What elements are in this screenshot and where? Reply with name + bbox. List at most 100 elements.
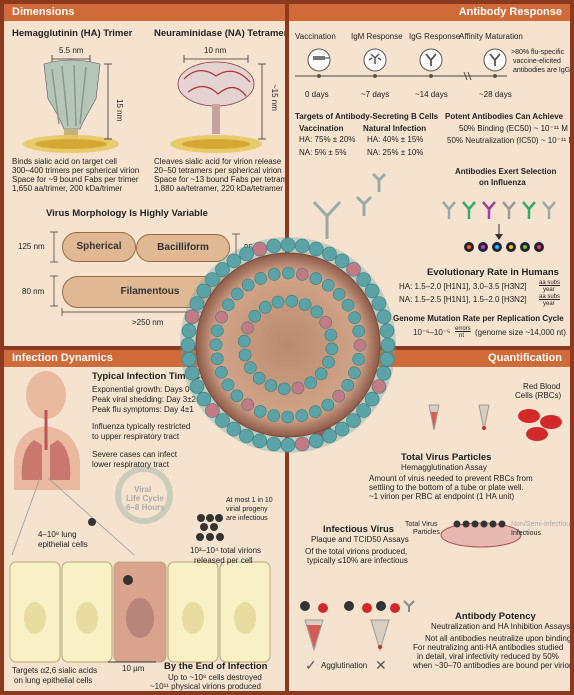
tvp-title: Total Virus Particles — [401, 452, 492, 463]
ha-trimer-icon — [23, 59, 119, 153]
ap-desc: Not all antibodies neutralize upon bindi… — [425, 634, 572, 643]
morphology-title: Virus Morphology Is Highly Variable — [46, 208, 208, 219]
variant-virions-icon — [464, 242, 544, 252]
agglutination-label: Agglutination — [321, 661, 368, 670]
igm-antibody-icon — [368, 53, 382, 64]
rbc-group-icon — [518, 409, 562, 441]
bacilliform-shape: Bacilliform — [136, 234, 230, 262]
ha-height-label: 15 nm — [115, 99, 124, 122]
evo-title: Evolutionary Rate in Humans — [427, 267, 559, 278]
ap-desc: For neutralizing anti-HA antibodies stud… — [413, 643, 564, 652]
timeline-graphic — [295, 48, 556, 252]
virions-icon — [88, 514, 224, 585]
neut-value: 50% Neutralization (IC50) ~ 10⁻¹¹ M — [447, 136, 572, 145]
protein-illustrations — [23, 55, 266, 316]
lower-tract-1: Severe cases can infect — [92, 450, 177, 459]
ha-desc-line: 1,650 aa/trimer, 200 kDa/trimer — [12, 184, 123, 193]
igg-note-3: antibodies are IgG — [513, 67, 571, 74]
released-1: 10³–10⁴ total virions — [190, 546, 262, 555]
syringe-icon — [313, 56, 329, 60]
infection-dynamics-panel: Infection Dynamics — [2, 348, 287, 693]
iv-desc: typically ≤10% are infectious — [307, 556, 408, 565]
vacc-ha: HA: 75% ± 20% — [299, 135, 356, 144]
released-2: released per cell — [194, 556, 253, 565]
dim-80: 80 nm — [22, 287, 45, 296]
vacc-na: NA: 5% ± 5% — [299, 148, 347, 157]
end-line-1: Up to ~10⁸ cells destroyed — [168, 673, 262, 682]
na-desc-line: Space for ~13 bound Fabs per tetramer — [154, 175, 287, 184]
day-7: ~7 days — [361, 90, 390, 99]
rbc-label-2: Cells (RBCs) — [515, 391, 562, 400]
aa-unit-top-2: aa subs — [539, 294, 561, 300]
check-icon: ✓ — [305, 657, 317, 673]
scale-bar: 10 µm — [122, 664, 145, 673]
dim-250: >250 nm — [132, 318, 164, 327]
end-title: By the End of Infection — [164, 661, 268, 672]
lung-cells-1: 4–10⁸ lung — [38, 530, 77, 539]
mut-title: Genome Mutation Rate per Replication Cyc… — [393, 314, 564, 323]
dimensions-panel: Dimensions Hemagglutinin (HA) Trimer Neu… — [2, 2, 287, 348]
ap-desc: in detail, viral infectivity reduced by … — [417, 652, 559, 661]
tvp-sub: Hemagglutination Assay — [401, 463, 487, 472]
infectious-label: Infectious — [511, 530, 541, 537]
binding-value: 50% Binding (EC50) ~ 10⁻¹¹ M — [459, 124, 568, 133]
dim-95: 95 nm — [244, 243, 267, 252]
igg-note-2: vaccine-elicited — [513, 58, 561, 65]
course-line: Peak viral shedding: Day 3±2 — [92, 395, 197, 404]
test-tubes-icon — [428, 404, 490, 431]
nat-ha: HA: 40% ± 15% — [367, 135, 424, 144]
ha-desc-line: Space for ~9 bound Fabs per trimer — [12, 175, 139, 184]
na-title: Neuraminidase (NA) Tetramer — [154, 28, 287, 39]
selection-title-2: on Influenza — [479, 178, 526, 187]
na-tetramer-icon — [170, 61, 262, 153]
rbc-label-1: Red Blood — [523, 382, 561, 391]
na-desc-line: 1,880 aa/tetramer, 220 kDa/tetramer — [154, 184, 283, 193]
iv-title: Infectious Virus — [323, 524, 395, 535]
vaccination-head: Vaccination — [299, 124, 344, 133]
cycle-label-2: Life Cycle — [126, 494, 164, 503]
quantification-panel: Quantification Influe — [287, 348, 572, 693]
mut-unit-top: errors — [455, 326, 471, 332]
mut-unit-bottom: nt — [459, 333, 465, 339]
lungs-icon — [21, 410, 71, 480]
potent-title: Potent Antibodies Can Achieve — [445, 112, 564, 121]
selection-title-1: Antibodies Exert Selection — [455, 167, 557, 176]
na-desc-line: Cleaves sialic acid for virion release — [154, 157, 282, 166]
timeline-igm: IgM Response — [351, 32, 403, 41]
aa-unit-bottom-1: year — [543, 287, 555, 293]
ha-desc-line: 300–400 trimers per spherical virion — [12, 166, 140, 175]
igg-note-1: >80% flu-specific — [511, 49, 565, 56]
cycle-label-1: Viral — [134, 485, 152, 494]
day-28: ~28 days — [479, 90, 512, 99]
antibody-header: Antibody Response — [289, 4, 570, 21]
evo-ha: HA: 1.5–2.0 [H1N1], 3.0–3.5 [H3N2] — [399, 282, 527, 291]
course-title: Typical Infection Time Course — [92, 371, 227, 382]
upper-tract-1: Influenza typically restricted — [92, 422, 191, 431]
dim-125: 125 nm — [18, 242, 45, 251]
tvp-desc: Amount of virus needed to prevent RBCs f… — [369, 474, 533, 483]
influenza-virion-2: Virion — [303, 391, 324, 400]
infectious-note-1: At most 1 in 10 — [226, 497, 273, 504]
end-line-2: ~10¹¹ physical virions produced — [150, 682, 261, 691]
ap-sub: Neutralization and HA Inhibition Assays — [431, 622, 571, 631]
dimensions-header: Dimensions — [4, 4, 285, 21]
petri-dish-icon — [440, 520, 522, 548]
course-line: Peak flu symptoms: Day 4±1 — [92, 405, 194, 414]
timeline-affinity: Affinity Maturation — [459, 32, 523, 41]
upper-tract-2: to upper respiratory tract — [92, 432, 180, 441]
iv-desc: Of the total virions produced, — [305, 547, 408, 556]
antibody-decoration-icon — [312, 172, 387, 239]
lung-cells-2: epithelial cells — [38, 540, 88, 549]
antibody-response-panel: Antibody Response Vaccination IgM Respon… — [287, 2, 572, 348]
ha-width-label: 5.5 nm — [59, 46, 84, 55]
course-line: Exponential growth: Days 0–3 — [92, 385, 199, 394]
selection-antibodies-icon — [442, 201, 556, 219]
ap-title: Antibody Potency — [455, 611, 536, 622]
total-particles-1: Total Virus — [405, 521, 438, 528]
lower-tract-2: lower respiratory tract — [92, 460, 169, 469]
targets-2: on lung epithelial cells — [14, 676, 93, 685]
ap-desc: when ~30–70 antibodies are bound per vir… — [413, 661, 572, 670]
aa-unit-bottom-2: year — [543, 301, 555, 307]
timeline-vaccination: Vaccination — [295, 32, 336, 41]
infection-illustration — [9, 371, 271, 663]
